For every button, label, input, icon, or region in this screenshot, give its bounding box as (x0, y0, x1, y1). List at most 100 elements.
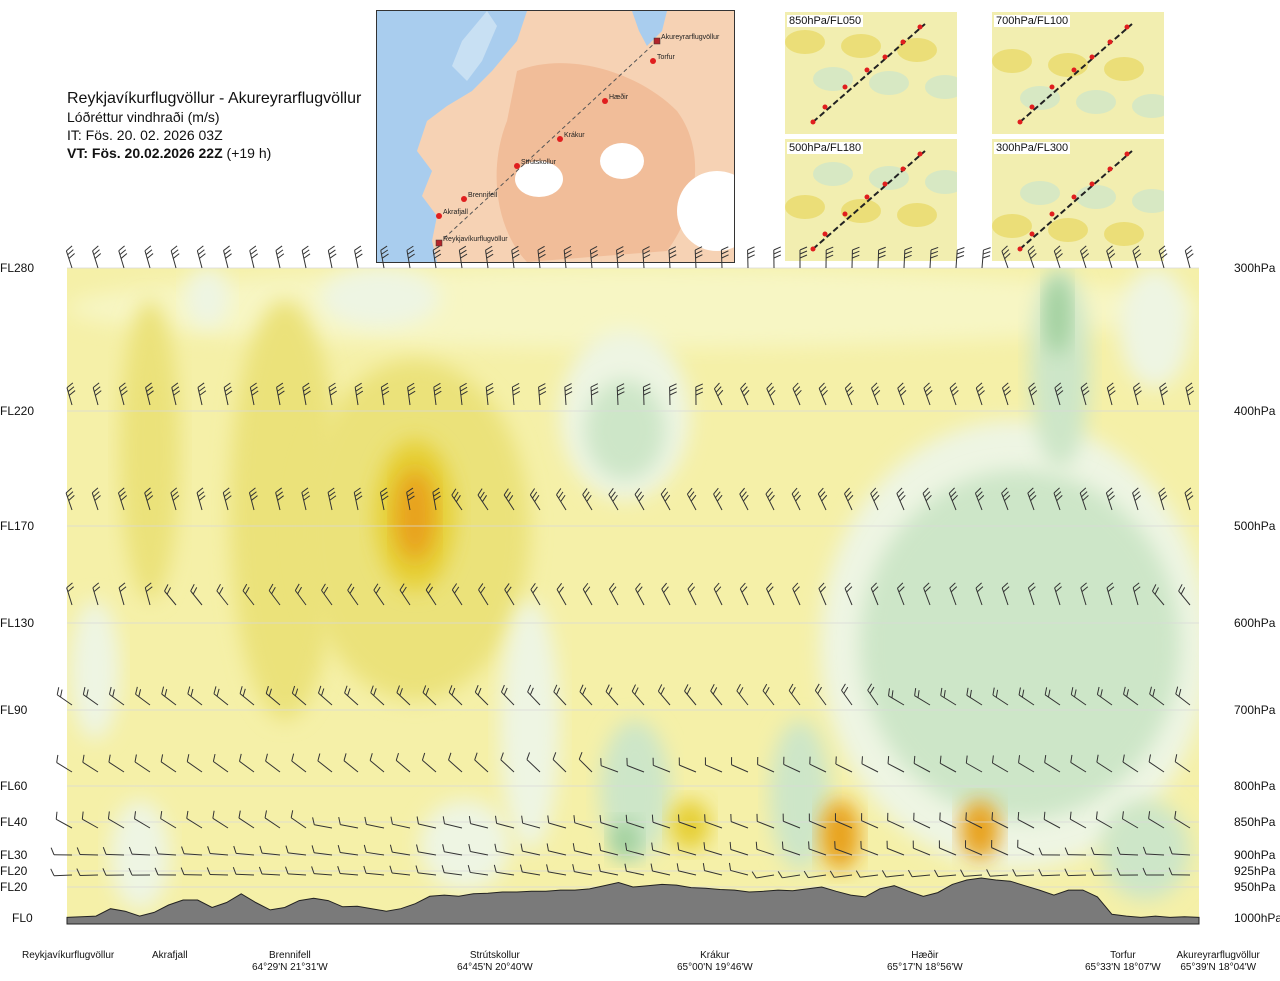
wind-barb (102, 868, 125, 876)
wind-barb (1122, 754, 1139, 773)
mini-map-700: 700hPa/FL100 (992, 12, 1164, 134)
wind-barb (981, 247, 991, 269)
wind-barb (222, 487, 232, 511)
map-point-label: Hæðir (609, 93, 629, 101)
wind-barb (861, 756, 879, 773)
wind-barb (616, 383, 625, 406)
wind-barb (887, 812, 905, 829)
map-point-marker (650, 58, 656, 64)
wind-barb (1096, 754, 1113, 773)
wind-barb (421, 752, 437, 773)
mini-map-500: 500hPa/FL180 (785, 139, 957, 261)
wind-barb (808, 813, 827, 829)
field-contour (820, 800, 860, 870)
wind-barb (212, 753, 229, 773)
wind-barb (327, 487, 337, 511)
wind-barb (713, 382, 724, 406)
mini-map-contour (925, 75, 957, 99)
wind-barb (369, 753, 385, 773)
wind-barb (239, 753, 255, 773)
wind-barb (955, 247, 965, 269)
wind-barb (1168, 867, 1191, 876)
wind-barb (938, 840, 957, 856)
plot-background (67, 268, 1199, 924)
wind-barb (399, 583, 411, 606)
wind-barb (881, 870, 905, 878)
wind-barb (896, 582, 905, 606)
wind-barb (703, 842, 723, 856)
wind-barb (934, 869, 957, 878)
wind-barb (312, 817, 333, 829)
wind-barb (318, 685, 333, 706)
wind-barb (661, 582, 671, 606)
title-block: Reykjavíkurflugvöllur - Akureyrarflugvöl… (67, 90, 361, 162)
wind-barb (713, 582, 723, 606)
wind-barb (660, 487, 671, 511)
wind-barb (844, 487, 854, 511)
fjord-shape (452, 11, 497, 81)
right-axis-label: 300hPa (1234, 261, 1276, 275)
mini-map-label: 500hPa/FL180 (787, 142, 864, 154)
wind-barb (519, 864, 541, 876)
mini-map-point (882, 54, 888, 60)
field-contour (395, 470, 435, 560)
right-axis-label: 400hPa (1234, 404, 1276, 418)
wind-barb (1105, 487, 1115, 511)
field-contour (420, 800, 510, 890)
wind-barb (370, 685, 385, 706)
wind-barb (1054, 582, 1062, 606)
wind-barb (1132, 487, 1142, 511)
mini-map-point (822, 104, 828, 110)
wind-barb (651, 842, 671, 856)
wind-barb (50, 868, 73, 877)
wind-barb (939, 755, 957, 773)
wind-barb (1080, 582, 1089, 606)
wind-barb (485, 382, 494, 406)
wind-barb (1159, 382, 1168, 406)
wind-barb (829, 870, 853, 878)
wind-barb (311, 845, 333, 856)
mini-map-contour (992, 214, 1032, 238)
wind-barb (213, 686, 229, 706)
wind-barb (467, 864, 489, 876)
map-point-label: Akureyrarflugvöllur (661, 34, 720, 41)
mini-map-contour (897, 203, 937, 227)
wind-barb (870, 487, 880, 511)
wind-barb (291, 685, 307, 706)
mini-map-contour (992, 49, 1032, 73)
wind-barb (964, 840, 983, 856)
mini-map-label: 700hPa/FL100 (994, 15, 1071, 27)
wind-barb (389, 865, 411, 876)
wind-barb (66, 382, 76, 406)
wind-barb (242, 583, 255, 606)
wind-barb (92, 582, 101, 606)
wind-barb (783, 756, 801, 773)
wind-barb (861, 813, 879, 829)
mini-map-point (1029, 104, 1035, 110)
mini-map-point (1071, 194, 1077, 200)
wind-barb (975, 382, 985, 406)
wind-barb (777, 871, 801, 879)
right-axis-label: 1000hPa (1234, 911, 1280, 925)
wind-barb (871, 382, 881, 406)
wind-barb (259, 845, 281, 856)
wind-barb (459, 382, 468, 406)
wind-barb (118, 245, 128, 269)
wind-barb (186, 810, 203, 829)
wind-barb (301, 245, 311, 269)
wind-barb (50, 847, 73, 856)
wind-barb (91, 487, 101, 511)
wind-barb (268, 583, 281, 606)
wind-barb (912, 840, 931, 856)
wind-barb (390, 816, 411, 829)
mini-map-point (917, 151, 923, 157)
map-point-marker (514, 163, 520, 169)
wind-barb (834, 813, 853, 829)
mini-map-point (1107, 166, 1113, 172)
wind-barb (914, 688, 931, 706)
mini-map-contour (841, 34, 881, 58)
mini-map-route (812, 150, 926, 250)
field-contour (500, 600, 560, 850)
wind-barb (76, 868, 99, 876)
wind-barb (1096, 686, 1113, 706)
